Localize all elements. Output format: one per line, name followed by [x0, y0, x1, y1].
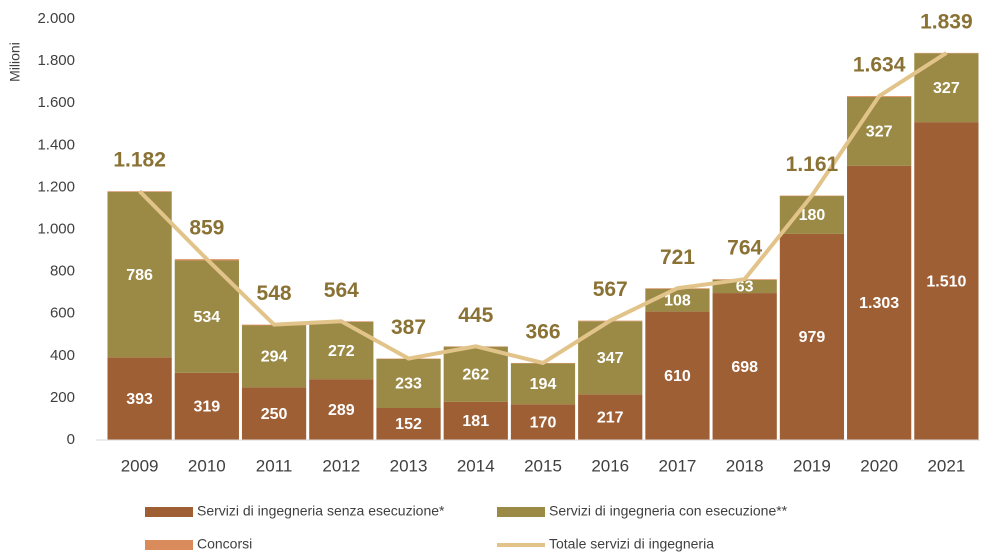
x-tick-label: 2021: [927, 456, 965, 475]
total-label: 1.161: [786, 153, 839, 176]
bar-segment: [779, 233, 845, 440]
bar-segment: [376, 358, 441, 409]
data-label: 63: [736, 279, 754, 296]
bar-segment: [914, 122, 979, 441]
legend-label: Concorsi: [197, 536, 252, 552]
data-label: 610: [664, 368, 691, 385]
x-tick-label: 2015: [524, 456, 562, 475]
data-label: 327: [866, 124, 893, 141]
y-tick-label: 1.400: [37, 136, 75, 153]
bar-segment: [107, 357, 172, 440]
data-label: 534: [193, 309, 220, 326]
data-label: 262: [462, 367, 489, 384]
bar-segment: [510, 404, 576, 440]
bar-segment: [712, 293, 777, 440]
legend-label: Servizi di ingegneria senza esecuzione*: [197, 503, 445, 519]
data-label: 319: [193, 399, 220, 416]
data-label: 289: [328, 402, 355, 419]
y-tick-label: 600: [50, 305, 75, 322]
bar-segment: [107, 191, 172, 358]
data-label: 108: [664, 292, 691, 309]
data-label: 250: [261, 406, 288, 423]
total-label: 764: [727, 237, 762, 260]
y-axis-label: Milioni: [7, 42, 23, 82]
total-label: 1.634: [853, 54, 906, 77]
legend-label: Servizi di ingegneria con esecuzione**: [549, 503, 788, 519]
bar-segment: [578, 394, 643, 440]
x-tick-label: 2013: [390, 456, 428, 475]
y-tick-label: 2.000: [37, 10, 75, 27]
legend-swatch: [145, 540, 193, 550]
x-tick-label: 2011: [256, 456, 293, 475]
x-tick-label: 2010: [188, 456, 226, 475]
data-label: 698: [731, 359, 758, 376]
data-label: 152: [395, 416, 422, 433]
bar-segment: [376, 408, 441, 440]
data-label: 294: [261, 349, 288, 366]
total-label: 564: [324, 279, 359, 302]
data-label: 170: [530, 414, 557, 431]
bar-segment: [241, 325, 307, 388]
data-label: 181: [462, 413, 489, 430]
bar-segment: [309, 379, 374, 440]
x-tick-label: 2019: [793, 456, 831, 475]
data-label: 194: [530, 376, 557, 393]
y-tick-label: 0: [67, 431, 75, 448]
bar-segment: [510, 363, 576, 405]
y-tick-label: 1.000: [37, 220, 75, 237]
y-tick-label: 1.200: [37, 178, 75, 195]
total-label: 445: [458, 304, 493, 327]
data-label: 1.303: [859, 295, 899, 312]
bar-segment: [443, 401, 508, 440]
total-label: 1.839: [920, 10, 973, 33]
y-tick-label: 400: [50, 347, 75, 364]
x-tick-label: 2018: [726, 456, 764, 475]
data-label: 233: [395, 376, 422, 393]
total-label: 721: [660, 246, 695, 269]
bar-segment: [645, 311, 710, 440]
bar-segment: [443, 346, 508, 402]
data-label: 272: [328, 343, 355, 360]
y-tick-label: 800: [50, 263, 75, 280]
x-tick-label: 2014: [457, 456, 495, 475]
x-tick-label: 2009: [121, 456, 159, 475]
y-tick-label: 1.800: [37, 52, 75, 69]
legend-swatch: [497, 507, 545, 517]
total-label: 387: [391, 316, 426, 339]
total-label: 859: [189, 217, 224, 240]
data-label: 979: [799, 329, 826, 346]
data-label: 393: [126, 391, 153, 408]
x-tick-label: 2017: [659, 456, 697, 475]
bar-segment: [847, 165, 912, 440]
y-tick-label: 1.600: [37, 94, 75, 111]
y-tick-label: 200: [50, 389, 75, 406]
total-label: 567: [593, 278, 628, 301]
legend-swatch: [145, 507, 193, 517]
data-label: 786: [126, 267, 153, 284]
x-tick-label: 2020: [860, 456, 898, 475]
data-label: 347: [597, 350, 624, 367]
legend-label: Totale servizi di ingegneria: [549, 536, 714, 552]
data-label: 217: [597, 409, 624, 426]
bar-segment: [241, 387, 307, 440]
x-tick-label: 2016: [591, 456, 629, 475]
total-label: 548: [257, 282, 292, 305]
bar-segment: [174, 372, 239, 440]
total-line: [138, 51, 948, 366]
data-label: 327: [933, 80, 960, 97]
total-label: 366: [525, 321, 560, 344]
total-label: 1.182: [113, 149, 166, 172]
data-label: 180: [799, 207, 826, 224]
x-tick-label: 2012: [322, 456, 360, 475]
bar-segment: [779, 196, 845, 234]
data-label: 1.510: [926, 273, 966, 290]
